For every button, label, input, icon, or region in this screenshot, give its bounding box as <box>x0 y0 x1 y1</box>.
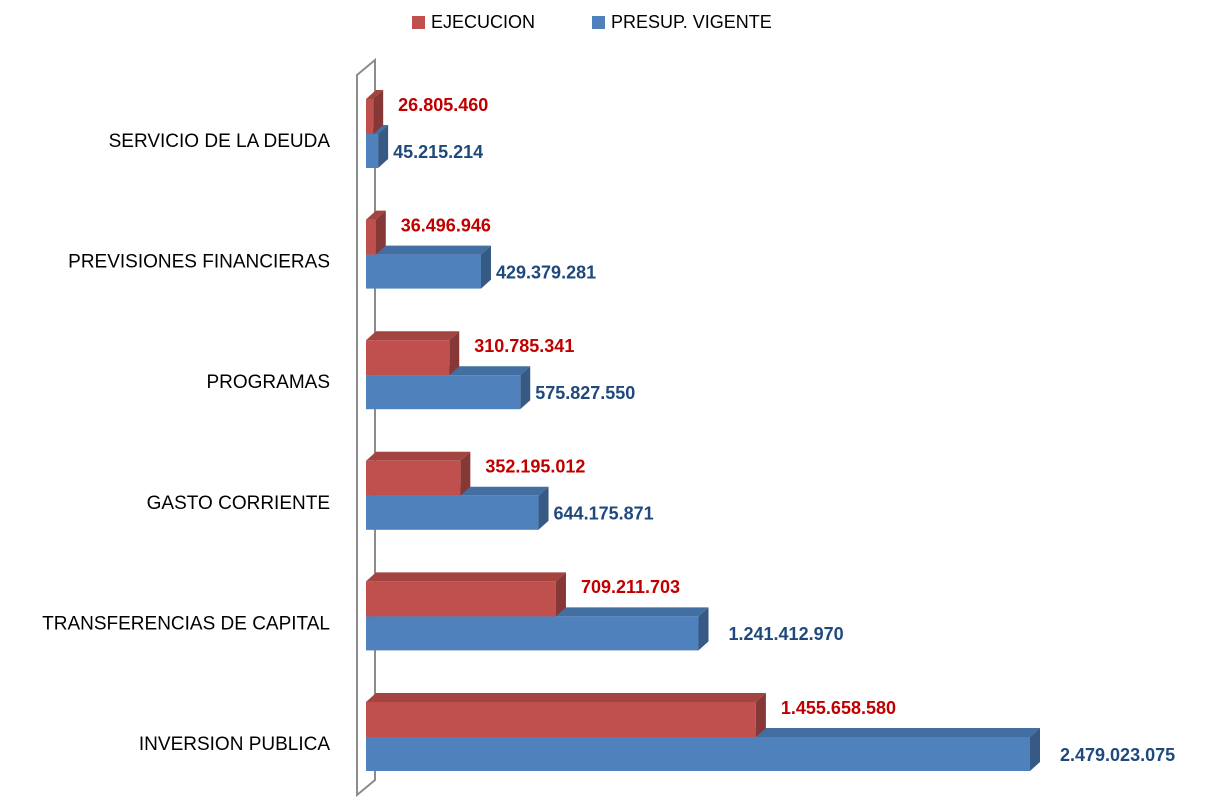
bar-side-face <box>538 486 549 530</box>
bar <box>366 375 521 410</box>
legend-label: PRESUP. VIGENTE <box>611 12 772 32</box>
bar-side-face <box>755 693 766 737</box>
bar-side-face <box>555 572 566 617</box>
bar-side-face <box>481 245 492 289</box>
bar-side-face <box>520 366 531 410</box>
bar <box>366 219 376 255</box>
value-label: 644.175.871 <box>554 504 654 524</box>
category-label: TRANSFERENCIAS DE CAPITAL <box>42 613 330 634</box>
legend-swatch <box>412 16 425 29</box>
bar-side-face <box>698 607 709 651</box>
bar-side-face <box>378 125 389 168</box>
bar-side-face <box>1030 728 1040 771</box>
category-label: PROGRAMAS <box>206 372 330 393</box>
value-label: 352.195.012 <box>485 457 585 477</box>
value-label: 2.479.023.075 <box>1060 745 1175 765</box>
bar-side-face <box>373 90 384 134</box>
bar-top-face <box>366 331 460 341</box>
wall-outline <box>356 57 376 798</box>
value-label: 310.785.341 <box>474 336 574 356</box>
bar <box>366 737 1030 771</box>
bar-top-face <box>366 210 386 220</box>
bar <box>366 460 461 496</box>
value-label: 45.215.214 <box>393 142 483 162</box>
bar <box>366 495 539 530</box>
bar-side-face <box>449 331 460 376</box>
bar-top-face <box>366 245 492 255</box>
category-label: PREVISIONES FINANCIERAS <box>68 252 330 273</box>
category-label: INVERSION PUBLICA <box>139 734 330 755</box>
bar <box>366 616 699 651</box>
category-label: SERVICIO DE LA DEUDA <box>109 131 331 152</box>
bar <box>366 99 374 134</box>
legend-swatch <box>592 16 605 29</box>
value-label: 575.827.550 <box>535 383 635 403</box>
bar-side-face <box>375 210 386 255</box>
bar <box>366 254 482 289</box>
bar <box>366 702 756 737</box>
bar <box>366 340 450 376</box>
value-label: 1.455.658.580 <box>781 698 896 718</box>
bar-side-face <box>460 451 471 496</box>
value-label: 26.805.460 <box>398 95 488 115</box>
value-label: 1.241.412.970 <box>729 624 844 644</box>
value-label: 709.211.703 <box>581 577 680 597</box>
value-label: 36.496.946 <box>401 215 491 235</box>
bar-top-face <box>366 693 766 702</box>
bar-top-face <box>366 572 566 582</box>
bar-top-face <box>366 90 384 99</box>
axis-wall <box>356 57 376 798</box>
legend-label: EJECUCION <box>431 12 535 32</box>
value-label: 429.379.281 <box>496 262 596 282</box>
bar <box>366 581 556 617</box>
bar <box>366 134 379 168</box>
bar-top-face <box>366 451 471 461</box>
category-label: GASTO CORRIENTE <box>147 493 330 514</box>
